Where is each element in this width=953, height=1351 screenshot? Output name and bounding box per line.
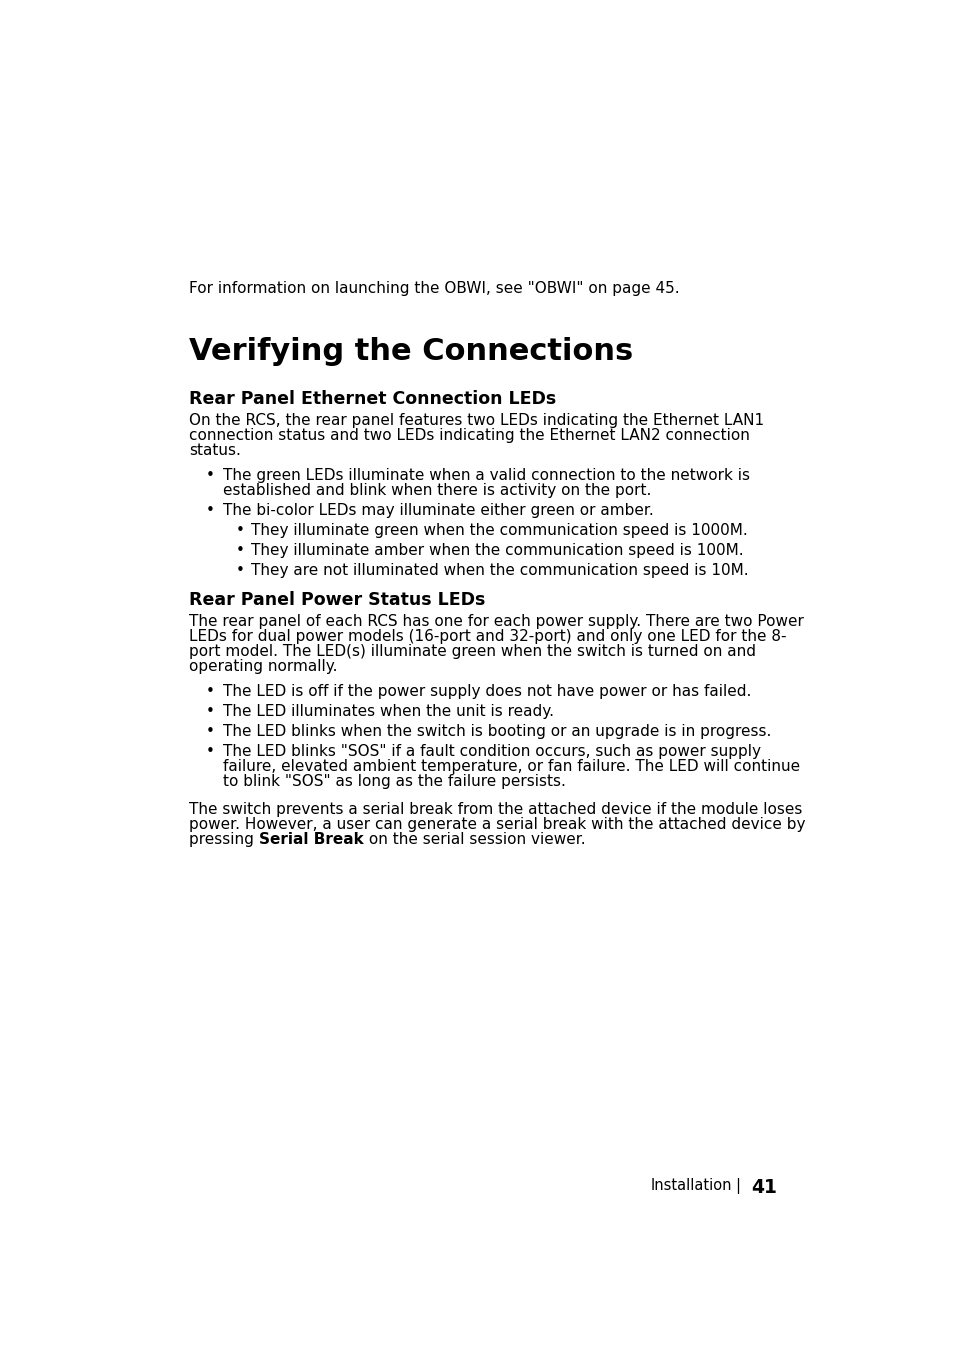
Text: Rear Panel Power Status LEDs: Rear Panel Power Status LEDs (189, 590, 485, 609)
Text: failure, elevated ambient temperature, or fan failure. The LED will continue: failure, elevated ambient temperature, o… (223, 759, 800, 774)
Text: They are not illuminated when the communication speed is 10M.: They are not illuminated when the commun… (251, 563, 748, 578)
Text: They illuminate amber when the communication speed is 100M.: They illuminate amber when the communica… (251, 543, 742, 558)
Text: |: | (735, 1178, 740, 1194)
Text: The LED illuminates when the unit is ready.: The LED illuminates when the unit is rea… (223, 704, 554, 719)
Text: 41: 41 (750, 1178, 776, 1197)
Text: connection status and two LEDs indicating the Ethernet LAN2 connection: connection status and two LEDs indicatin… (189, 428, 749, 443)
Text: •: • (206, 704, 214, 719)
Text: status.: status. (189, 443, 240, 458)
Text: Serial Break: Serial Break (258, 832, 363, 847)
Text: The LED blinks "SOS" if a fault condition occurs, such as power supply: The LED blinks "SOS" if a fault conditio… (223, 744, 760, 759)
Text: •: • (235, 563, 244, 578)
Text: Rear Panel Ethernet Connection LEDs: Rear Panel Ethernet Connection LEDs (189, 390, 556, 408)
Text: •: • (206, 503, 214, 517)
Text: Verifying the Connections: Verifying the Connections (189, 338, 633, 366)
Text: The LED is off if the power supply does not have power or has failed.: The LED is off if the power supply does … (223, 684, 751, 698)
Text: •: • (206, 684, 214, 698)
Text: The green LEDs illuminate when a valid connection to the network is: The green LEDs illuminate when a valid c… (223, 467, 749, 482)
Text: port model. The LED(s) illuminate green when the switch is turned on and: port model. The LED(s) illuminate green … (189, 644, 755, 659)
Text: power. However, a user can generate a serial break with the attached device by: power. However, a user can generate a se… (189, 817, 804, 832)
Text: The LED blinks when the switch is booting or an upgrade is in progress.: The LED blinks when the switch is bootin… (223, 724, 771, 739)
Text: For information on launching the OBWI, see "OBWI" on page 45.: For information on launching the OBWI, s… (189, 281, 679, 296)
Text: •: • (206, 467, 214, 482)
Text: •: • (235, 543, 244, 558)
Text: They illuminate green when the communication speed is 1000M.: They illuminate green when the communica… (251, 523, 747, 538)
Text: The rear panel of each RCS has one for each power supply. There are two Power: The rear panel of each RCS has one for e… (189, 615, 803, 630)
Text: The switch prevents a serial break from the attached device if the module loses: The switch prevents a serial break from … (189, 802, 801, 817)
Text: The bi-color LEDs may illuminate either green or amber.: The bi-color LEDs may illuminate either … (223, 503, 653, 517)
Text: on the serial session viewer.: on the serial session viewer. (363, 832, 584, 847)
Text: •: • (206, 724, 214, 739)
Text: •: • (206, 744, 214, 759)
Text: •: • (235, 523, 244, 538)
Text: LEDs for dual power models (16-port and 32-port) and only one LED for the 8-: LEDs for dual power models (16-port and … (189, 630, 785, 644)
Text: to blink "SOS" as long as the failure persists.: to blink "SOS" as long as the failure pe… (223, 774, 565, 789)
Text: On the RCS, the rear panel features two LEDs indicating the Ethernet LAN1: On the RCS, the rear panel features two … (189, 413, 763, 428)
Text: pressing: pressing (189, 832, 258, 847)
Text: Installation: Installation (649, 1178, 731, 1193)
Text: established and blink when there is activity on the port.: established and blink when there is acti… (223, 482, 651, 499)
Text: operating normally.: operating normally. (189, 659, 337, 674)
